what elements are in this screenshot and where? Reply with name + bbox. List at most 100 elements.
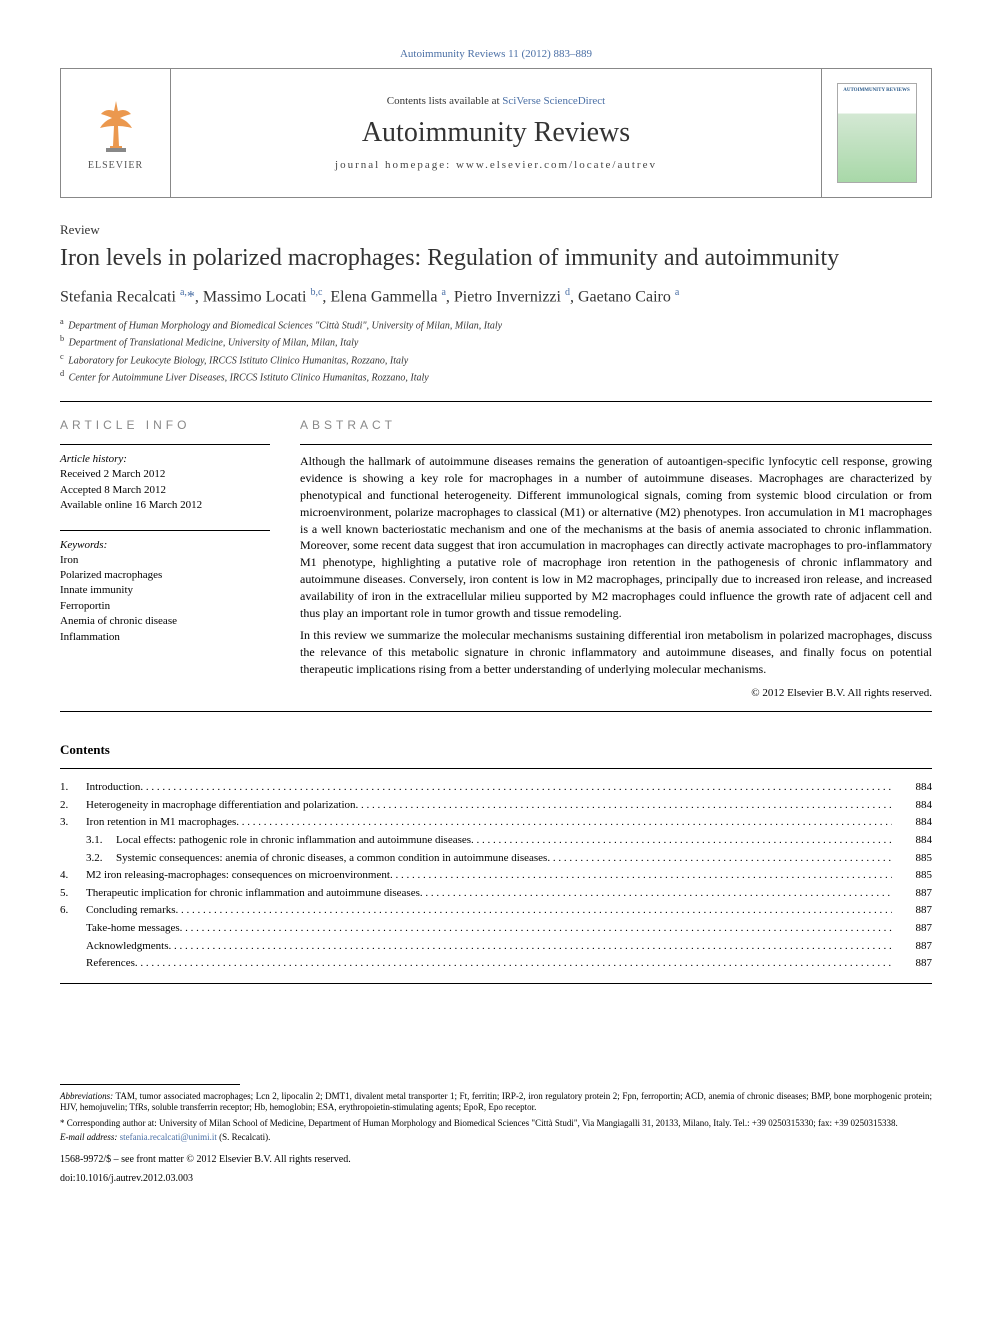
toc-title: Therapeutic implication for chronic infl…: [86, 885, 892, 903]
affiliation: a Department of Human Morphology and Bio…: [60, 316, 932, 333]
toc-number: 3.2.: [60, 850, 116, 868]
toc-number: 4.: [60, 867, 86, 885]
keywords-block: Keywords: IronPolarized macrophagesInnat…: [60, 530, 270, 645]
toc-page: 884: [892, 779, 932, 797]
toc-row[interactable]: Acknowledgments 887: [60, 938, 932, 956]
keyword: Innate immunity: [60, 583, 270, 598]
toc-page: 884: [892, 814, 932, 832]
toc-page: 887: [892, 902, 932, 920]
toc-page: 887: [892, 885, 932, 903]
toc-title: References: [86, 955, 892, 973]
page-container: Autoimmunity Reviews 11 (2012) 883–889 E…: [0, 0, 992, 1215]
abstract-text: Although the hallmark of autoimmune dise…: [300, 444, 932, 701]
article-info-header: ARTICLE INFO: [60, 418, 270, 432]
toc-number: [60, 920, 86, 938]
abstract-p1: Although the hallmark of autoimmune dise…: [300, 453, 932, 621]
article-history-block: Article history: Received 2 March 2012Ac…: [60, 444, 270, 513]
article-type: Review: [60, 222, 932, 238]
doi-line: doi:10.1016/j.autrev.2012.03.003: [60, 1172, 932, 1185]
toc-title: Heterogeneity in macrophage differentiat…: [86, 797, 892, 815]
toc-page: 887: [892, 920, 932, 938]
toc-number: 6.: [60, 902, 86, 920]
toc-page: 885: [892, 850, 932, 868]
journal-header: ELSEVIER Contents lists available at Sci…: [60, 68, 932, 198]
keyword: Ferroportin: [60, 599, 270, 614]
contents-section: Contents 1. Introduction 884 2. Heteroge…: [60, 742, 932, 984]
publisher-name: ELSEVIER: [88, 160, 143, 171]
toc-number: 3.1.: [60, 832, 116, 850]
toc-row[interactable]: Take-home messages 887: [60, 920, 932, 938]
keyword: Polarized macrophages: [60, 568, 270, 583]
abstract-header: ABSTRACT: [300, 418, 932, 432]
keywords-label: Keywords:: [60, 539, 270, 551]
journal-cover-box: AUTOIMMUNITY REVIEWS: [821, 69, 931, 197]
toc-row[interactable]: 3. Iron retention in M1 macrophages 884: [60, 814, 932, 832]
publisher-logo-box: ELSEVIER: [61, 69, 171, 197]
sciencedirect-link[interactable]: SciVerse ScienceDirect: [502, 95, 605, 107]
toc-title: Concluding remarks: [86, 902, 892, 920]
toc-title: Local effects: pathogenic role in chroni…: [116, 832, 892, 850]
keyword: Inflammation: [60, 630, 270, 645]
header-center: Contents lists available at SciVerse Sci…: [171, 69, 821, 197]
affiliation: c Laboratory for Leukocyte Biology, IRCC…: [60, 351, 932, 368]
contents-title: Contents: [60, 742, 932, 758]
abstract-p2: In this review we summarize the molecula…: [300, 627, 932, 677]
email-link[interactable]: stefania.recalcati@unimi.it: [120, 1132, 217, 1142]
toc-row[interactable]: 5. Therapeutic implication for chronic i…: [60, 885, 932, 903]
info-abstract-row: ARTICLE INFO Article history: Received 2…: [60, 418, 932, 701]
journal-homepage: journal homepage: www.elsevier.com/locat…: [335, 159, 657, 171]
toc-number: 1.: [60, 779, 86, 797]
homepage-url[interactable]: www.elsevier.com/locate/autrev: [456, 159, 657, 171]
toc-row[interactable]: References 887: [60, 955, 932, 973]
abstract-column: ABSTRACT Although the hallmark of autoim…: [300, 418, 932, 701]
toc-number: 5.: [60, 885, 86, 903]
toc-row[interactable]: 6. Concluding remarks 887: [60, 902, 932, 920]
article-info-column: ARTICLE INFO Article history: Received 2…: [60, 418, 270, 701]
toc-number: 3.: [60, 814, 86, 832]
toc-number: [60, 938, 86, 956]
toc-page: 884: [892, 832, 932, 850]
divider: [60, 401, 932, 402]
abbreviations: Abbreviations: TAM, tumor associated mac…: [60, 1091, 932, 1114]
toc-row[interactable]: 3.1. Local effects: pathogenic role in c…: [60, 832, 932, 850]
authors-line: Stefania Recalcati a,*, Massimo Locati b…: [60, 287, 932, 306]
issn-line: 1568-9972/$ – see front matter © 2012 El…: [60, 1153, 932, 1166]
footer: Abbreviations: TAM, tumor associated mac…: [60, 1084, 932, 1186]
toc-page: 887: [892, 938, 932, 956]
keyword: Anemia of chronic disease: [60, 614, 270, 629]
journal-cover-image: AUTOIMMUNITY REVIEWS: [837, 83, 917, 183]
journal-name: Autoimmunity Reviews: [362, 117, 630, 149]
elsevier-tree-icon: [86, 96, 146, 156]
toc-title: Acknowledgments: [86, 938, 892, 956]
history-line: Available online 16 March 2012: [60, 498, 270, 513]
toc-title: M2 iron releasing-macrophages: consequen…: [86, 867, 892, 885]
toc-title: Systemic consequences: anemia of chronic…: [116, 850, 892, 868]
footer-divider: [60, 1084, 240, 1085]
toc-title: Take-home messages: [86, 920, 892, 938]
divider: [60, 711, 932, 712]
corresponding-author: * Corresponding author at: University of…: [60, 1118, 932, 1130]
history-line: Received 2 March 2012: [60, 467, 270, 482]
affiliation: d Center for Autoimmune Liver Diseases, …: [60, 368, 932, 385]
history-label: Article history:: [60, 453, 270, 465]
article-title: Iron levels in polarized macrophages: Re…: [60, 244, 932, 273]
toc-page: 885: [892, 867, 932, 885]
toc-number: [60, 955, 86, 973]
affiliation: b Department of Translational Medicine, …: [60, 333, 932, 350]
toc-title: Iron retention in M1 macrophages: [86, 814, 892, 832]
toc-title: Introduction: [86, 779, 892, 797]
toc-page: 884: [892, 797, 932, 815]
affiliations: a Department of Human Morphology and Bio…: [60, 316, 932, 385]
keyword: Iron: [60, 553, 270, 568]
email-line: E-mail address: stefania.recalcati@unimi…: [60, 1132, 932, 1144]
toc-number: 2.: [60, 797, 86, 815]
contents-available-line: Contents lists available at SciVerse Sci…: [387, 95, 605, 107]
toc-page: 887: [892, 955, 932, 973]
toc-row[interactable]: 4. M2 iron releasing-macrophages: conseq…: [60, 867, 932, 885]
toc-row[interactable]: 3.2. Systemic consequences: anemia of ch…: [60, 850, 932, 868]
toc-row[interactable]: 2. Heterogeneity in macrophage different…: [60, 797, 932, 815]
table-of-contents: 1. Introduction 884 2. Heterogeneity in …: [60, 768, 932, 984]
journal-citation-link[interactable]: Autoimmunity Reviews 11 (2012) 883–889: [60, 48, 932, 60]
toc-row[interactable]: 1. Introduction 884: [60, 779, 932, 797]
abstract-copyright: © 2012 Elsevier B.V. All rights reserved…: [300, 686, 932, 701]
